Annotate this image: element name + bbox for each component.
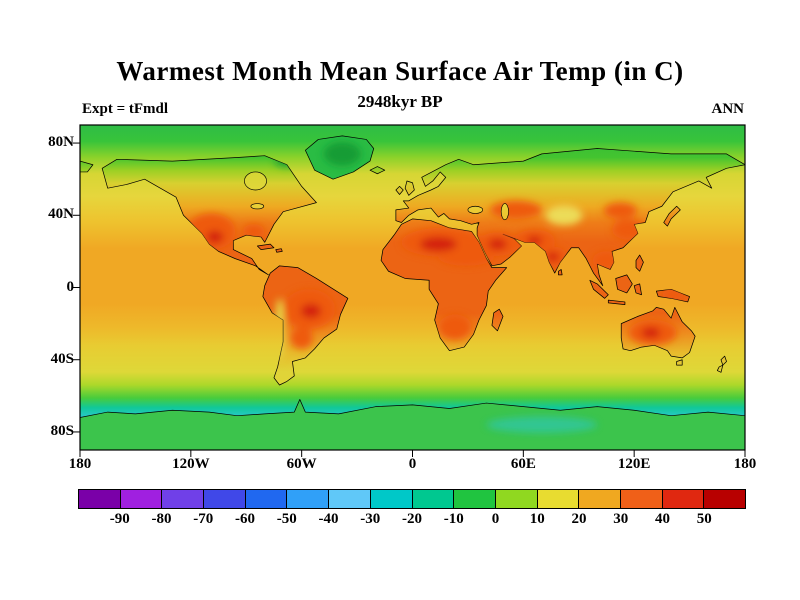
- latitude-axis: 80N 40N 0 40S 80S: [28, 0, 74, 600]
- colorbar-tick-label: -40: [318, 511, 339, 527]
- colorbar-segment: [662, 490, 705, 508]
- colorbar-tick-label: -30: [360, 511, 381, 527]
- colorbar-tick-label: 20: [571, 511, 587, 527]
- colorbar-segment: [579, 490, 621, 508]
- colorbar-segment: [412, 490, 455, 508]
- lat-tick-label: 40N: [48, 206, 74, 223]
- longitude-axis: 180 120W 60W 0 60E 120E 180: [0, 456, 800, 476]
- colorbar-tick-label: -80: [151, 511, 172, 527]
- colorbar-segment: [704, 490, 745, 508]
- lon-tick-label: 120E: [617, 456, 651, 472]
- colorbar-segment: [537, 490, 580, 508]
- lat-tick-label: 80N: [48, 134, 74, 151]
- colorbar: [78, 489, 746, 509]
- colorbar-tick-label: 30: [613, 511, 629, 527]
- map-frame: [73, 124, 746, 457]
- island-hispaniola: [275, 248, 283, 253]
- colorbar-tick-label: -20: [402, 511, 422, 527]
- colorbar-segment: [287, 490, 330, 508]
- colorbar-segment: [120, 490, 163, 508]
- colorbar-segment: [620, 490, 663, 508]
- hudson-bay: [244, 171, 267, 191]
- inland-seas: [244, 171, 509, 221]
- experiment-label: Expt = tFmdl: [82, 101, 169, 117]
- colorbar-segment: [495, 490, 538, 508]
- colorbar-labels: -90 -80 -70 -60 -50 -40 -30 -20 -10 0 10 20 30 40 50: [78, 511, 746, 531]
- colorbar-tick-label: 50: [696, 511, 712, 527]
- colorbar-segment: [454, 490, 496, 508]
- colorbar-tick-label: 40: [655, 511, 670, 527]
- lon-tick-label: 60W: [286, 456, 317, 472]
- caspian-sea: [500, 203, 509, 221]
- colorbar-tick-label: 10: [529, 511, 545, 527]
- colorbar-segment: [370, 490, 413, 508]
- colorbar-segment: [245, 490, 288, 508]
- season-label: ANN: [711, 101, 745, 117]
- colorbar-segment: [79, 490, 121, 508]
- colorbar-tick-label: -90: [109, 511, 130, 527]
- lat-tick-label: 40S: [50, 350, 74, 367]
- black-sea: [467, 205, 484, 214]
- lon-tick-label: 180: [68, 456, 92, 472]
- lon-tick-label: 180: [733, 456, 757, 472]
- lon-tick-label: 60E: [510, 456, 536, 472]
- colorbar-segment: [162, 490, 205, 508]
- colorbar-segment: [329, 490, 371, 508]
- colorbar-tick-label: -10: [443, 511, 464, 527]
- colorbar-segment: [204, 490, 246, 508]
- plot-subtitle: 2948kyr BP: [357, 92, 443, 111]
- page-title: Warmest Month Mean Surface Air Temp (in …: [116, 56, 684, 86]
- temperature-map: [72, 117, 753, 458]
- colorbar-tick-label: -60: [235, 511, 255, 527]
- lon-tick-label: 120W: [172, 456, 210, 472]
- great-lakes: [250, 203, 265, 210]
- lat-tick-label: 80S: [50, 422, 74, 439]
- world-temperature-field: [80, 125, 745, 450]
- lon-tick-label: 0: [408, 456, 417, 472]
- colorbar-tick-label: 0: [491, 511, 500, 527]
- colorbar-tick-label: -50: [276, 511, 297, 527]
- hottest-core-overlay: [206, 230, 661, 339]
- lat-tick-label: 0: [66, 278, 75, 295]
- colorbar-tick-label: -70: [193, 511, 214, 527]
